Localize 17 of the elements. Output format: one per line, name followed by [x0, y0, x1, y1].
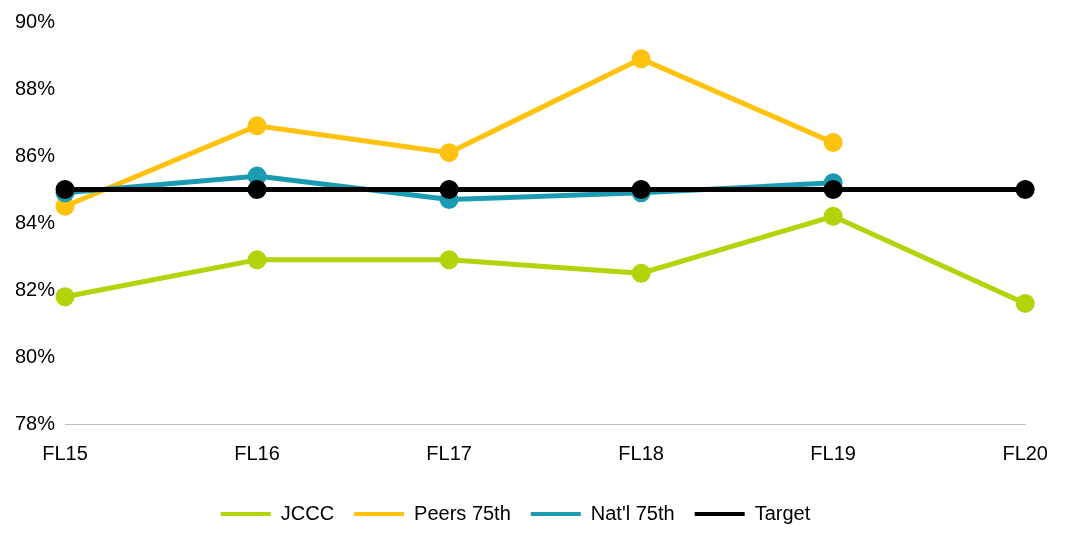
x-tick-label: FL18	[618, 441, 664, 464]
y-tick-label: 78%	[15, 411, 56, 434]
x-tick-label: FL15	[42, 441, 88, 464]
x-tick-label: FL19	[810, 441, 856, 464]
x-tick-label: FL20	[1002, 441, 1048, 464]
y-tick-label: 88%	[15, 76, 56, 99]
y-tick-label: 82%	[15, 277, 56, 300]
legend-label: Peers 75th	[414, 501, 511, 524]
x-tick-label: FL17	[426, 441, 472, 464]
y-tick-label: 90%	[15, 9, 56, 32]
legend-label: JCCC	[280, 501, 335, 524]
legend-label: Target	[754, 501, 811, 524]
y-tick-label: 86%	[15, 143, 56, 166]
legend-label: Nat'l 75th	[590, 501, 675, 524]
y-tick-label: 84%	[15, 210, 56, 233]
x-tick-label: FL16	[234, 441, 280, 464]
y-tick-label: 80%	[15, 344, 56, 367]
